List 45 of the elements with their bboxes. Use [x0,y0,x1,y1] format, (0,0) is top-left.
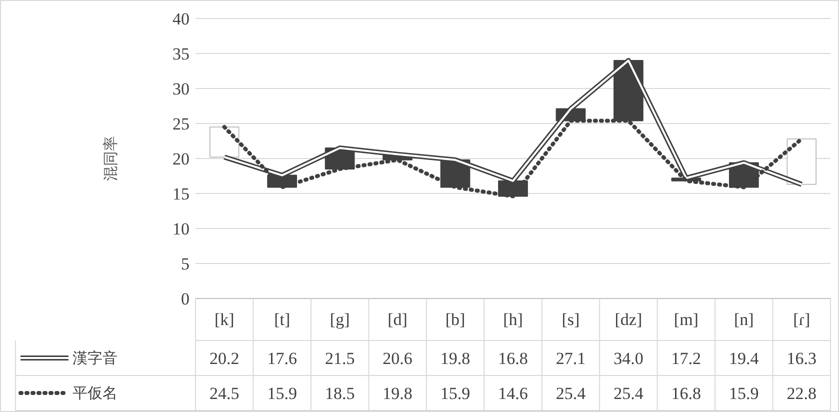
x-tick-label: [n] [734,310,754,329]
data-label: 14.6 [498,384,528,403]
x-tick-label: [b] [445,310,466,329]
data-label: 19.8 [440,349,470,368]
x-tick-label: [t] [274,310,290,329]
x-tick-label: [k] [214,310,234,329]
data-label: 17.6 [267,349,297,368]
y-tick-label: 35 [172,44,190,64]
data-label: 22.8 [786,384,817,403]
data-label: 16.8 [671,384,702,403]
data-label: 34.0 [614,349,644,368]
x-tick-label: [dz] [614,310,642,329]
data-label: 25.4 [556,384,586,403]
x-tick-label: [s] [562,310,580,329]
data-label: 15.9 [729,384,759,403]
y-tick-label: 15 [172,184,190,204]
x-tick-label: [m] [674,310,698,329]
y-tick-label: 20 [172,150,190,168]
data-label: 21.5 [324,349,355,368]
data-label: 25.4 [614,384,644,403]
legend-label: 平仮名 [72,384,118,402]
data-label: 17.2 [671,349,702,368]
data-label: 20.6 [382,349,412,368]
data-label: 15.9 [440,384,470,403]
y-tick-label: 5 [181,254,190,274]
y-tick-label: 30 [172,80,190,98]
y-tick-label: 0 [181,290,190,308]
data-label: 24.5 [209,384,240,403]
y-axis-title: 混同率 [102,136,120,181]
data-label: 15.9 [267,384,297,403]
x-tick-label: [h] [503,310,523,329]
data-label: 19.8 [382,384,412,403]
y-tick-label: 10 [172,220,190,238]
data-label: 19.4 [729,349,760,368]
data-label: 27.1 [556,349,586,368]
y-tick-label: 25 [172,114,190,134]
x-tick-label: [g] [330,310,350,329]
x-tick-label: [d] [388,310,408,329]
y-tick-label: 40 [172,10,190,28]
legend-label: 漢字音 [72,349,118,367]
data-label: 16.3 [786,349,817,368]
data-label: 16.8 [498,349,528,368]
x-tick-label: [ɾ] [793,310,810,329]
data-label: 20.2 [209,349,240,368]
data-label: 18.5 [324,384,355,403]
